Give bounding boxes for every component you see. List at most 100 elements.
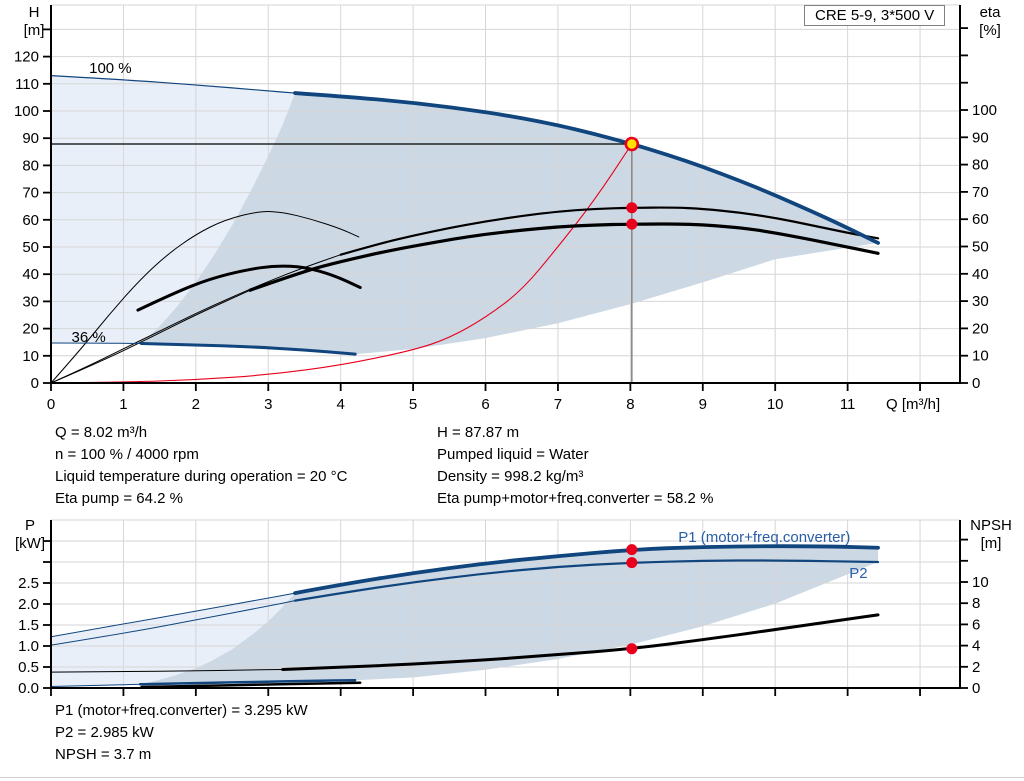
h-axis-label: H [m] [23,4,45,39]
info-line-temp: Liquid temperature during operation = 20… [55,468,348,485]
tick-label: 30 [972,293,989,310]
bottom-separator [0,777,1024,778]
qh-100-curve-thin [50,75,296,94]
tick-label: 10 [972,574,989,591]
info-line-liquid: Pumped liquid = Water [437,446,589,463]
tick-label: 0.0 [18,680,39,697]
npsh-axis-label: NPSH [m] [970,517,1012,552]
duty-point-marker [624,136,640,152]
p-axis-label: P [kW] [15,517,45,552]
npsh-curve [281,613,880,671]
p2-curve [293,559,880,602]
eta-pump-minspeed-curve [50,211,360,384]
tick-label: 10 [972,348,989,365]
info-line-n: n = 100 % / 4000 rpm [55,446,199,463]
tick-label: 70 [22,185,39,202]
tick-label: 10 [22,348,39,365]
tick-label: 60 [972,211,989,228]
speed-100-label: 100 % [89,60,132,77]
tick-label: 9 [699,396,707,413]
speed-36-label: 36 % [72,329,106,346]
tick-label: 11 [840,396,856,413]
system-curve [50,143,633,384]
tick-label: 90 [22,130,39,147]
tick-label: 3 [264,396,272,413]
power-npsh-chart: 0.0 0.5 1.0 1.5 2.0 2.5 0 2 4 6 8 10 P1 (motor+freq.… [18,519,989,697]
speed-envelope-light [51,75,296,344]
npsh-duty-dot [626,643,638,655]
tick-label: 1.0 [18,638,39,655]
eta-pump-curve [339,206,880,256]
tick-label: 6 [481,396,489,413]
power-info-block: P1 (motor+freq.converter) = 3.295 kW P2 … [55,700,308,766]
tick-label: 4 [972,638,980,655]
title-box: CRE 5-9, 3*500 V [804,5,946,26]
p2-duty-dot [626,557,638,569]
p-minspeed-curve [138,678,357,686]
tick-label: 60 [22,212,39,229]
npsh-curve-thin [50,668,284,673]
tick-label: 80 [972,157,989,174]
info-line-density: Density = 998.2 kg/m³ [437,468,584,485]
tick-label: 2.0 [18,596,39,613]
tick-label: 1 [119,396,127,413]
qh-eta-chart: 0 1 2 3 4 5 6 7 8 9 10 1101020304050607080901001101… [14,4,997,413]
operating-envelope-dark [141,93,878,355]
tick-label: 2.5 [18,575,39,592]
duty-info-right: H = 87.87 m Pumped liquid = Water Densit… [437,422,713,510]
tick-label: 10 [767,396,784,413]
tick-label: 0 [31,375,39,392]
tick-label: 0.5 [18,659,39,676]
tick-label: 7 [554,396,562,413]
info-line-h: H = 87.87 m [437,424,520,441]
p2-curve-thin [50,600,296,646]
tick-label: 40 [972,266,989,283]
eta-total-duty-dot [626,218,638,230]
npsh-minspeed-curve [140,681,362,689]
p2-curve-label: P2 [849,565,867,582]
tick-label: 5 [409,396,417,413]
p1-curve [293,544,880,595]
tick-label: 50 [972,239,989,256]
info-line-p2: P2 = 2.985 kW [55,724,154,741]
eta-total-minspeed-curve [136,264,362,312]
tick-label: 1.5 [18,617,39,634]
q-axis-label: Q [m³/h] [886,396,941,413]
p1-duty-dot [626,544,638,556]
tick-label: 6 [972,616,980,633]
tick-label: 0 [972,680,980,697]
tick-label: 90 [972,129,989,146]
info-line-p1: P1 (motor+freq.converter) = 3.295 kW [55,702,308,719]
tick-label: 20 [22,321,39,338]
tick-label: 8 [626,396,634,413]
eta-pump-curve-thin [50,254,342,384]
p1-curve-label: P1 (motor+freq.converter) [678,529,850,546]
tick-label: 4 [337,396,345,413]
eta-pump-duty-dot [626,202,638,214]
info-line-npsh: NPSH = 3.7 m [55,746,152,763]
qh-min-curve-thin [50,342,143,345]
tick-label: 110 [15,76,39,93]
p-minspeed-curve-thin [50,683,141,688]
tick-label: 8 [972,595,980,612]
eta-axis-label: eta [%] [979,4,1001,39]
tick-label: 80 [22,157,39,174]
tick-label: 30 [22,293,39,310]
tick-label: 40 [22,266,39,283]
info-line-eta-pump: Eta pump = 64.2 % [55,490,183,507]
eta-total-curve [248,222,880,292]
info-line-eta-total: Eta pump+motor+freq.converter = 58.2 % [437,490,714,507]
eta-total-curve-thin [50,289,251,384]
tick-label: 0 [47,396,55,413]
tick-label: 100 [14,103,39,120]
tick-label: 20 [972,320,989,337]
tick-label: 0 [972,375,980,392]
tick-label: 2 [972,659,980,676]
tick-label: 70 [972,184,989,201]
duty-info-left: Q = 8.02 m³/h n = 100 % / 4000 rpm Liqui… [55,422,347,510]
power-envelope-light [51,593,296,687]
info-line-q: Q = 8.02 m³/h [55,424,148,441]
qh-min-curve [140,342,357,356]
